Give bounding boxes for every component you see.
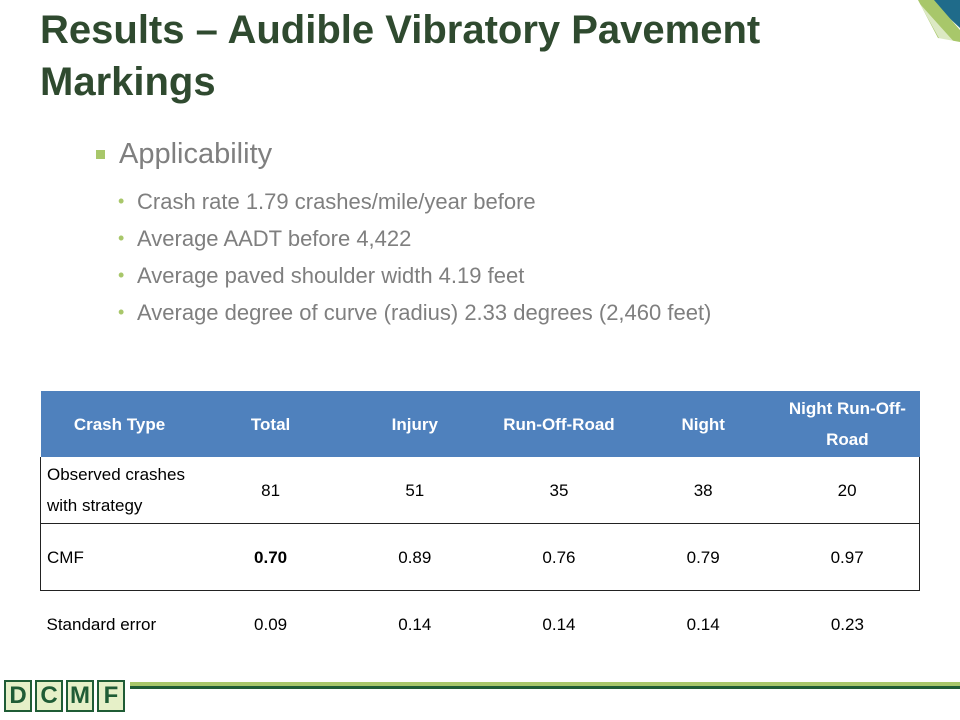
table-row: CMF 0.70 0.89 0.76 0.79 0.97 xyxy=(40,523,921,591)
table-cell: 51 xyxy=(342,457,487,524)
applicability-heading: Applicability xyxy=(96,138,272,171)
table-cell: 20 xyxy=(775,457,921,524)
list-item: • Average paved shoulder width 4.19 feet xyxy=(118,261,778,290)
row-label: Standard error xyxy=(46,614,157,634)
logo-letter: M xyxy=(66,680,94,712)
corner-decoration xyxy=(918,0,960,44)
results-table: Crash Type Total Injury Run-Off-Road Nig… xyxy=(40,391,921,658)
bullet-text: Average paved shoulder width 4.19 feet xyxy=(137,263,525,288)
table-cell: 0.23 xyxy=(830,614,864,634)
dot-bullet-icon: • xyxy=(118,191,125,211)
square-bullet-icon xyxy=(96,150,105,159)
logo-letter: C xyxy=(35,680,63,712)
table-cell: 0.89 xyxy=(342,523,487,591)
dot-bullet-icon: • xyxy=(118,302,125,322)
table-row: Observed crashes with strategy 81 51 35 … xyxy=(40,457,921,524)
table-cell: 81 xyxy=(198,457,343,524)
list-item: • Average AADT before 4,422 xyxy=(118,224,778,253)
table-cell: 0.09 xyxy=(254,614,288,634)
bullet-text: Average degree of curve (radius) 2.33 de… xyxy=(137,300,712,325)
bullet-text: Average AADT before 4,422 xyxy=(137,226,412,251)
column-header: Total xyxy=(198,391,343,457)
row-label: Observed crashes with strategy xyxy=(40,457,199,524)
table-cell: 35 xyxy=(486,457,632,524)
column-header: Night Run-Off-Road xyxy=(775,391,920,457)
dcmf-logo: D C M F xyxy=(4,680,128,712)
footer-divider xyxy=(130,682,960,689)
column-header: Crash Type xyxy=(40,391,199,457)
table-row: Standard error 0.09 0.14 0.14 0.14 0.23 xyxy=(41,591,920,658)
slide-title: Results – Audible Vibratory Pavement Mar… xyxy=(40,8,761,104)
list-item: • Crash rate 1.79 crashes/mile/year befor… xyxy=(118,187,778,216)
list-item: • Average degree of curve (radius) 2.33 d… xyxy=(118,298,778,327)
table-cell: 0.76 xyxy=(486,523,632,591)
bullet-text: Crash rate 1.79 crashes/mile/year before xyxy=(137,189,536,214)
table-cell: 38 xyxy=(631,457,776,524)
heading-text: Applicability xyxy=(119,138,273,170)
table-cell: 0.70 xyxy=(198,523,343,591)
column-header: Injury xyxy=(342,391,487,457)
applicability-list: • Crash rate 1.79 crashes/mile/year befor… xyxy=(118,187,778,335)
table-cell: 0.14 xyxy=(686,614,720,634)
logo-letter: D xyxy=(4,680,32,712)
table-cell: 0.97 xyxy=(775,523,921,591)
table-cell: 0.14 xyxy=(398,614,432,634)
table-header-row: Crash Type Total Injury Run-Off-Road Nig… xyxy=(40,391,920,457)
table-cell: 0.79 xyxy=(631,523,776,591)
table-cell: 0.14 xyxy=(542,614,576,634)
column-header: Night xyxy=(631,391,776,457)
row-label: CMF xyxy=(40,523,199,591)
dot-bullet-icon: • xyxy=(118,265,125,285)
logo-letter: F xyxy=(97,680,125,712)
column-header: Run-Off-Road xyxy=(486,391,632,457)
dot-bullet-icon: • xyxy=(118,228,125,248)
